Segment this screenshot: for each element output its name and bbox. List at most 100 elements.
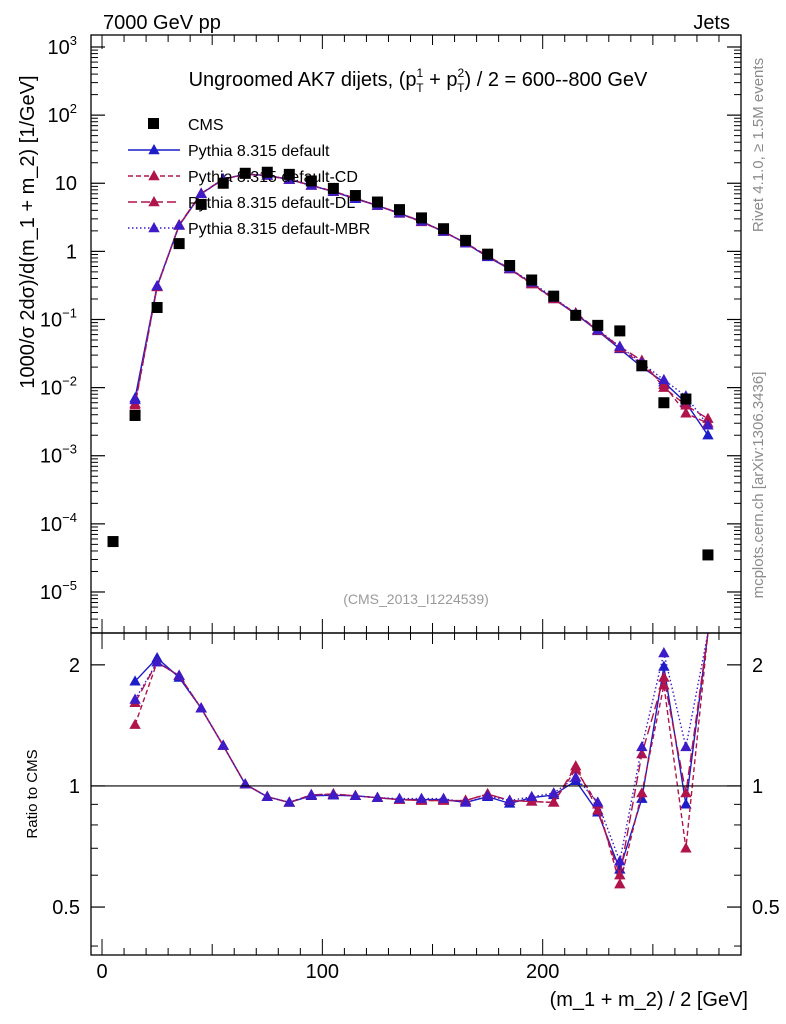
plot-title-prefix: Ungroomed AK7 dijets, (p (189, 69, 417, 91)
ratio-series-marker (658, 647, 670, 658)
legend-marker (148, 222, 160, 233)
main-y-tick-base: 10 (40, 582, 62, 604)
cms-data-point (151, 301, 163, 313)
main-y-tick-label: 10−3 (40, 442, 77, 468)
ratio-series-marker (415, 792, 428, 803)
legend-entry: CMS (148, 117, 224, 134)
ratio-series-marker (525, 790, 538, 801)
plot-title-sub1: T (416, 81, 424, 95)
plot-title-plus: + p (424, 69, 458, 91)
ratio-series-marker (503, 794, 516, 805)
ratio-series-marker (592, 804, 604, 815)
ratio-plot-frame (90, 632, 742, 956)
ratio-series-marker (481, 789, 494, 801)
plot-title: Ungroomed AK7 dijets, (p1 T + p2 T) / 2 = … (189, 66, 648, 95)
plot-title-suffix: ) / 2 = 600--800 GeV (465, 69, 649, 91)
legend-cms-marker (148, 118, 159, 129)
cms-data-point (592, 319, 604, 331)
cms-data-point (393, 204, 405, 216)
main-series-marker (702, 429, 714, 440)
legend-label: Pythia 8.315 default-MBR (188, 221, 370, 238)
ratio-y-tick-label: 0.5 (52, 897, 80, 919)
legend-marker (148, 170, 160, 181)
cms-data-point (504, 260, 516, 272)
main-series-marker (702, 419, 714, 430)
cms-data-point (482, 248, 494, 260)
main-series-marker (614, 340, 626, 351)
x-tick-label: 200 (526, 961, 559, 983)
ratio-series-marker (305, 788, 318, 800)
main-series-marker (658, 373, 670, 385)
main-y-tick-exponent: −3 (62, 442, 77, 457)
cms-data-point (658, 397, 670, 409)
cms-data-point (195, 198, 207, 210)
ratio-y-tick-label-right: 1 (752, 776, 763, 798)
ratio-series-marker (658, 679, 670, 690)
legend-entry: Pythia 8.315 default-CD (128, 169, 358, 186)
main-y-tick-label: 10−4 (40, 510, 77, 536)
cms-data-point (129, 409, 141, 421)
ratio-series-marker (327, 788, 340, 800)
main-series-marker (129, 393, 141, 405)
main-y-tick-base: 10 (48, 105, 70, 127)
ratio-series-marker (636, 740, 648, 752)
ratio-plot-panel: 2 2 1 1 0.5 0.5 0 100 200 Ratio to CMS (m_1 + m_… (24, 632, 780, 1011)
main-series-marker (173, 219, 185, 230)
plot-title-sub2: T (457, 81, 465, 95)
analysis-id-label: (CMS_2013_I1224539) (343, 591, 489, 607)
ratio-series-marker (636, 792, 648, 803)
cms-data-point (283, 168, 295, 180)
cms-data-point (173, 238, 185, 250)
main-y-tick-base: 1 (66, 241, 77, 263)
main-y-tick-exponent: −1 (62, 305, 77, 320)
header-jets-label: Jets (693, 12, 730, 34)
cms-data-point (614, 325, 626, 337)
main-y-tick-exponent: −2 (62, 374, 77, 389)
main-series-marker (658, 381, 670, 392)
ratio-series-marker (548, 796, 560, 807)
ratio-series-marker (658, 671, 670, 682)
cms-data-point (680, 393, 692, 405)
ratio-series-marker (151, 656, 163, 667)
main-series-cms-markers (107, 166, 714, 561)
cms-data-point (261, 166, 273, 178)
ratio-series-marker (680, 787, 692, 798)
legend-entry: Pythia 8.315 default-DL (128, 195, 355, 212)
ratio-y-axis-label: Ratio to CMS (24, 749, 41, 838)
ratio-series-marker (680, 798, 692, 809)
main-y-tick-label: 10−5 (40, 578, 77, 604)
main-y-tick-base: 10 (40, 446, 62, 468)
legend-entry: Pythia 8.315 default-MBR (128, 221, 370, 238)
x-axis-label: (m_1 + m_2) / 2 [GeV] (550, 989, 748, 1011)
x-tick-label: 100 (306, 961, 339, 983)
cms-data-point (636, 360, 648, 372)
main-y-tick-label: 10−1 (40, 305, 77, 331)
main-series-marker (151, 280, 163, 291)
ratio-series-marker (261, 790, 273, 801)
legend-label: Pythia 8.315 default (188, 143, 330, 160)
main-y-tick-exponent: −5 (62, 578, 77, 593)
cms-data-point (570, 309, 582, 321)
main-y-tick-label: 102 (48, 101, 77, 127)
ratio-series-marker (614, 869, 626, 880)
ratio-series-marker (371, 791, 384, 802)
main-y-tick-label: 10−2 (40, 374, 77, 400)
ratio-series-marker (636, 748, 648, 759)
cms-data-point (702, 549, 714, 561)
header-energy-label: 7000 GeV pp (103, 12, 221, 34)
ratio-y-tick-label: 1 (69, 776, 80, 798)
cms-data-point (349, 190, 361, 202)
ratio-series-marker (173, 669, 185, 680)
main-y-tick-exponent: 3 (70, 33, 77, 48)
main-y-tick-label: 1 (66, 241, 77, 263)
ratio-y-tick-label: 2 (69, 655, 80, 677)
main-series-marker (195, 187, 207, 198)
main-y-tick-base: 10 (40, 309, 62, 331)
main-y-tick-label: 103 (48, 33, 77, 59)
mcplots-credit-label: mcplots.cern.ch [arXiv:1306.3436] (750, 372, 767, 599)
cms-data-point (371, 196, 383, 208)
ratio-series-marker (283, 796, 296, 807)
main-y-tick-label: 10 (55, 173, 77, 195)
